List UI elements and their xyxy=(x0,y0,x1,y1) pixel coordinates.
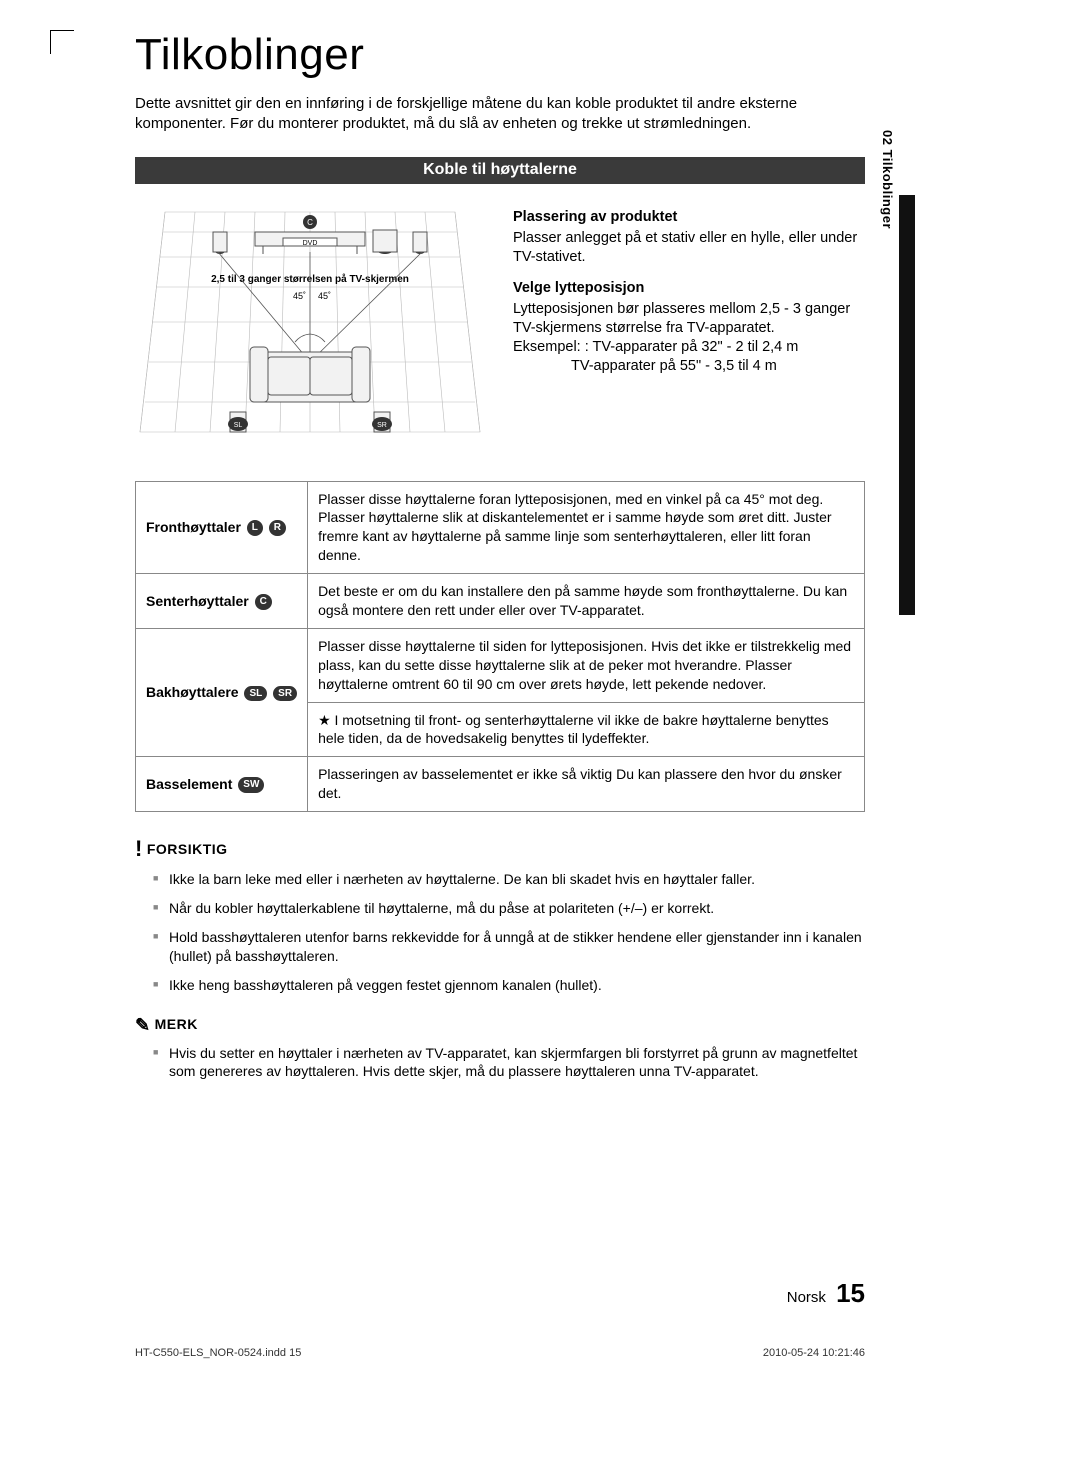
side-tab: 02 Tilkoblinger xyxy=(877,130,895,270)
speaker-table: Fronthøyttaler L R Plasser disse høyttal… xyxy=(135,481,865,813)
placement-h2: Velge lytteposisjon xyxy=(513,279,865,298)
table-row: Basselement SW Plasseringen av basseleme… xyxy=(136,757,865,812)
placement-text: Plassering av produktet Plasser anlegget… xyxy=(513,202,865,457)
badge-sw: SW xyxy=(238,777,264,793)
thumb-index-strip xyxy=(899,195,915,615)
caution-item: Når du kobler høyttalerkablene til høytt… xyxy=(153,899,865,918)
placement-p2c: TV-apparater på 55" - 3,5 til 4 m xyxy=(513,357,865,376)
placement-p2a: Lytteposisjonen bør plasseres mellom 2,5… xyxy=(513,300,865,338)
print-timestamp: 2010-05-24 10:21:46 xyxy=(763,1347,865,1359)
badge-c: C xyxy=(255,594,272,610)
badge-sr: SR xyxy=(273,686,297,702)
caution-head: FORSIKTIG xyxy=(147,841,228,857)
row-label: Fronthøyttaler xyxy=(146,519,241,535)
badge-l: L xyxy=(247,520,263,536)
caution-item: Ikke la barn leke med eller i nærheten a… xyxy=(153,870,865,889)
table-row: Fronthøyttaler L R Plasser disse høyttal… xyxy=(136,481,865,574)
row-star: I motsetning til front- og senterhøyttal… xyxy=(318,712,829,747)
crop-mark xyxy=(50,30,74,54)
section-heading: Koble til høyttalerne xyxy=(135,157,865,184)
svg-text:SR: SR xyxy=(377,422,387,429)
page-title: Tilkoblinger xyxy=(135,30,865,80)
placement-p2b: Eksempel: : TV-apparater på 32" - 2 til … xyxy=(513,338,865,357)
footer-lang: Norsk xyxy=(787,1289,826,1306)
row-label: Basselement xyxy=(146,776,232,792)
warning-icon: ! xyxy=(135,836,143,861)
print-line: HT-C550-ELS_NOR-0524.indd 15 2010-05-24 … xyxy=(135,1347,865,1359)
caution-item: Ikke heng basshøyttaleren på veggen fest… xyxy=(153,976,865,995)
note-item: Hvis du setter en høyttaler i nærheten a… xyxy=(153,1044,865,1082)
table-row: Bakhøyttalere SL SR Plasser disse høytta… xyxy=(136,628,865,756)
badge-sl: SL xyxy=(244,686,267,702)
intro-text: Dette avsnittet gir den en innføring i d… xyxy=(135,94,865,135)
svg-text:SL: SL xyxy=(234,422,243,429)
row-text: Plasseringen av basselementet er ikke så… xyxy=(308,757,865,812)
speaker-diagram: DVD C L SW R 2,5 til 3 ganger størrelsen… xyxy=(135,202,485,457)
badge-r: R xyxy=(269,520,286,536)
svg-text:45˚: 45˚ xyxy=(293,291,306,301)
svg-text:45˚: 45˚ xyxy=(318,291,331,301)
print-file: HT-C550-ELS_NOR-0524.indd 15 xyxy=(135,1347,301,1359)
note-head: MERK xyxy=(155,1016,198,1032)
page-footer: Norsk 15 xyxy=(135,1278,865,1309)
svg-text:C: C xyxy=(307,218,313,227)
page-content: Tilkoblinger Dette avsnittet gir den en … xyxy=(135,30,865,1091)
dvd-label: DVD xyxy=(303,240,318,247)
caution-block: !FORSIKTIG Ikke la barn leke med eller i… xyxy=(135,836,865,1081)
row-label: Bakhøyttalere xyxy=(146,684,239,700)
placement-p1: Plasser anlegget på et stativ eller en h… xyxy=(513,229,865,267)
caution-item: Hold basshøyttaleren utenfor barns rekke… xyxy=(153,928,865,966)
note-icon: ✎ xyxy=(135,1015,151,1035)
row-text: Plasser disse høyttalerne til siden for … xyxy=(318,637,854,694)
row-label: Senterhøyttaler xyxy=(146,593,249,609)
row-text: Plasser disse høyttalerne foran lyttepos… xyxy=(308,481,865,574)
placement-h1: Plassering av produktet xyxy=(513,208,865,227)
table-row: Senterhøyttaler C Det beste er om du kan… xyxy=(136,574,865,629)
footer-page-number: 15 xyxy=(836,1278,865,1308)
row-text: Det beste er om du kan installere den på… xyxy=(308,574,865,629)
